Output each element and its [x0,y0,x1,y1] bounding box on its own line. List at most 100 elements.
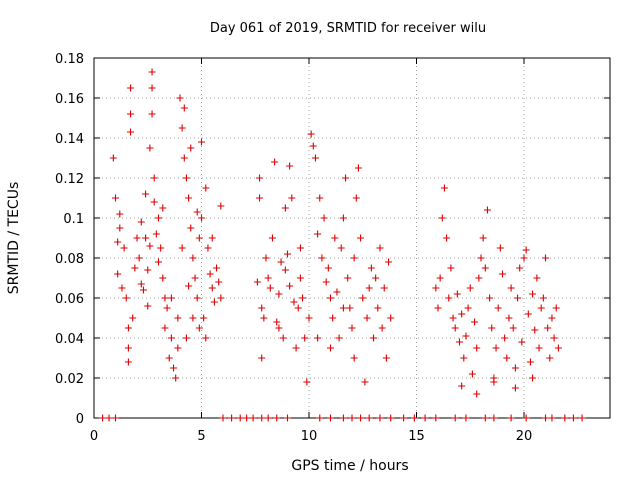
data-point [348,324,356,332]
data-point [152,230,160,238]
data-point [200,314,208,322]
data-point [260,314,268,322]
data-point [236,414,244,422]
data-point [522,414,530,422]
y-tick-label: 0.14 [55,132,84,147]
data-point [268,234,276,242]
data-point [542,414,549,422]
data-point [144,302,152,310]
data-point [112,414,119,422]
data-point [359,294,367,302]
data-point [490,378,498,386]
data-point [552,304,560,312]
data-point [382,354,390,362]
data-point [432,414,440,422]
data-point [331,234,339,242]
data-point [314,230,322,238]
data-point [193,294,201,302]
data-point [342,174,350,182]
data-point [385,258,393,266]
data-point [258,414,266,422]
data-point [129,314,137,322]
data-point [118,284,126,292]
y-tick-label: 0.16 [55,92,84,107]
data-point [124,344,132,352]
data-point [438,214,446,222]
data-point [148,84,156,92]
data-point [473,344,481,352]
data-point [167,294,175,302]
data-point [131,264,139,272]
x-axis-label: GPS time / hours [291,458,408,474]
data-point [275,290,283,298]
data-points [99,68,586,422]
data-point [296,244,304,252]
data-point [155,258,162,266]
y-tick-label: 0 [76,412,84,427]
data-point [333,288,341,296]
data-point [548,414,556,422]
data-point [387,414,395,422]
data-point [462,332,470,340]
data-point [367,264,375,272]
data-point [256,194,264,202]
data-point [376,414,384,422]
data-point [544,324,552,332]
data-point [189,254,197,262]
data-point [421,414,429,422]
data-point [157,244,165,252]
data-point [554,344,562,352]
data-point [561,414,569,422]
data-point [339,304,347,312]
data-point [537,304,545,312]
data-point [114,270,122,278]
data-point [516,264,524,272]
data-point [550,334,558,342]
data-point [178,124,186,132]
data-point [114,238,122,246]
data-point [185,194,193,202]
data-point [468,370,476,378]
data-point [105,414,113,422]
data-point [288,194,296,202]
data-point [477,254,485,262]
y-tick-label: 0.08 [55,252,84,267]
data-point [146,144,154,152]
data-point [473,390,481,398]
data-point [185,282,193,290]
data-point [451,324,459,332]
data-point [124,358,132,366]
data-point [198,138,205,146]
data-point [99,414,107,422]
data-point [365,284,373,292]
data-point [198,214,205,222]
data-point [301,334,309,342]
data-point [208,234,216,242]
data-point [208,284,216,292]
data-point [182,334,190,342]
data-point [305,314,313,322]
data-point [155,214,162,222]
data-point [387,314,395,322]
data-point [150,198,158,206]
data-point [249,414,257,422]
data-point [273,318,281,326]
data-point [146,242,154,250]
x-tick-label: 0 [90,429,98,444]
data-point [339,214,347,222]
data-point [322,278,330,286]
data-point [335,334,343,342]
data-point [159,274,167,282]
data-point [365,414,373,422]
data-point [228,414,236,422]
data-point [124,324,132,332]
data-point [213,264,221,272]
data-point [127,128,135,136]
data-point [258,354,266,362]
data-point [490,414,498,422]
data-point [253,278,261,286]
data-point [327,344,334,352]
data-point [400,414,408,422]
data-point [453,290,461,298]
data-point [135,254,143,262]
